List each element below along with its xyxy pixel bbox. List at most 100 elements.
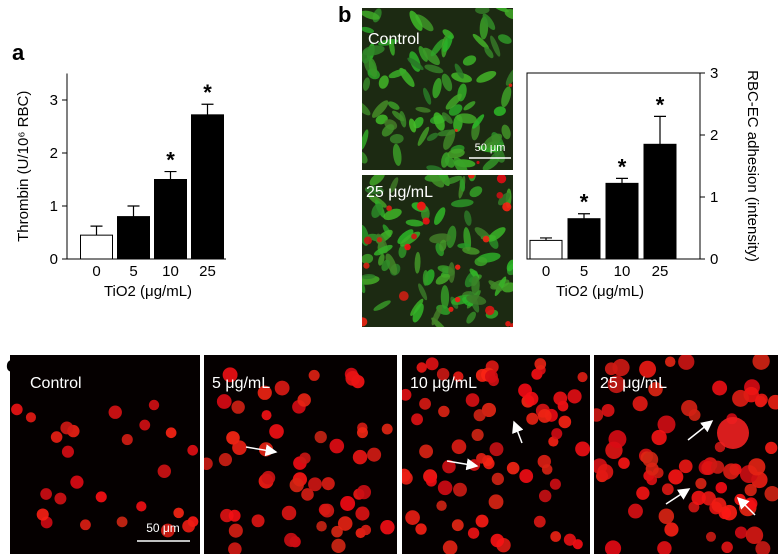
- cell: [632, 396, 648, 412]
- cell: [95, 491, 107, 503]
- cell: [398, 291, 409, 301]
- cell: [505, 67, 513, 86]
- image-label: Control: [30, 375, 82, 392]
- cell: [436, 367, 450, 381]
- cell: [446, 225, 457, 248]
- y-tick-label: 3: [50, 92, 58, 109]
- error-bar: [540, 237, 552, 241]
- cells: [362, 175, 513, 327]
- cell: [80, 519, 91, 531]
- cell: [534, 358, 547, 370]
- cell: [40, 488, 52, 500]
- error-bar: [90, 225, 103, 236]
- cell: [496, 192, 504, 199]
- cell: [490, 35, 501, 57]
- cell: [657, 541, 672, 554]
- cell: [469, 186, 483, 198]
- image-label: 5 μg/mL: [212, 375, 270, 392]
- cell: [498, 34, 512, 44]
- cell: [433, 112, 445, 131]
- cell: [444, 156, 455, 168]
- cell: [607, 375, 626, 394]
- bar: [529, 239, 563, 260]
- cell: [657, 415, 676, 434]
- x-tick-label: 0: [92, 263, 100, 280]
- cell: [636, 486, 650, 500]
- cell: [434, 207, 446, 225]
- x-tick-label: 0: [542, 263, 550, 280]
- cells: [204, 367, 395, 554]
- cell: [411, 233, 418, 240]
- cell: [362, 129, 369, 150]
- cell: [232, 440, 247, 455]
- panel-letter: b: [338, 2, 351, 27]
- cell: [422, 217, 430, 225]
- cell: [661, 483, 674, 496]
- cell: [618, 457, 630, 469]
- significance: *: [656, 92, 665, 117]
- cell: [471, 275, 480, 296]
- cell: [411, 413, 423, 426]
- significance: *: [618, 154, 627, 179]
- cell: [60, 421, 74, 435]
- cell: [451, 439, 467, 455]
- cell: [261, 470, 276, 485]
- cell: [389, 177, 399, 194]
- cell: [228, 523, 243, 538]
- cell: [269, 424, 284, 439]
- cell: [383, 208, 402, 221]
- cell: [281, 505, 297, 521]
- cell: [386, 205, 392, 212]
- cell: [508, 83, 513, 87]
- cell: [658, 508, 675, 524]
- cell: [316, 521, 327, 532]
- cell: [506, 259, 513, 272]
- cells: [362, 8, 513, 170]
- cell: [691, 490, 706, 506]
- cell: [329, 438, 345, 454]
- cell: [473, 409, 486, 422]
- cell: [251, 514, 265, 528]
- cell: [466, 294, 487, 305]
- cell: [438, 405, 450, 418]
- cell: [645, 462, 659, 476]
- cell: [608, 430, 627, 449]
- cell: [418, 283, 428, 301]
- cell: [331, 538, 346, 553]
- cell: [524, 391, 539, 406]
- cell: [482, 235, 490, 243]
- cell: [413, 116, 424, 129]
- cell: [482, 157, 500, 170]
- cell: [362, 45, 385, 56]
- cell: [440, 285, 450, 309]
- cell: [723, 463, 740, 480]
- cell: [465, 393, 480, 407]
- cell: [484, 369, 498, 383]
- cell: [425, 357, 439, 371]
- cell: [364, 185, 384, 195]
- cell: [417, 126, 430, 146]
- cell: [387, 101, 400, 110]
- cell: [664, 356, 676, 367]
- cell: [443, 175, 463, 185]
- cell: [526, 412, 539, 425]
- cell: [752, 355, 770, 370]
- cell: [493, 106, 506, 117]
- micrographs: [10, 8, 778, 554]
- x-tick-label: 10: [162, 263, 179, 280]
- cell: [139, 419, 151, 431]
- cell: [485, 305, 495, 316]
- cell: [474, 256, 488, 267]
- cell: [462, 296, 474, 307]
- cell: [453, 371, 464, 382]
- panel-letter: a: [12, 40, 25, 65]
- cell: [274, 380, 290, 396]
- cell: [331, 525, 343, 538]
- y-tick-label: 1: [50, 198, 58, 215]
- bar: [154, 179, 187, 260]
- x-tick-label: 5: [129, 263, 137, 280]
- cell: [476, 70, 497, 83]
- image-label: 25 μg/mL: [366, 184, 433, 201]
- cell: [362, 253, 374, 264]
- cell: [297, 393, 311, 407]
